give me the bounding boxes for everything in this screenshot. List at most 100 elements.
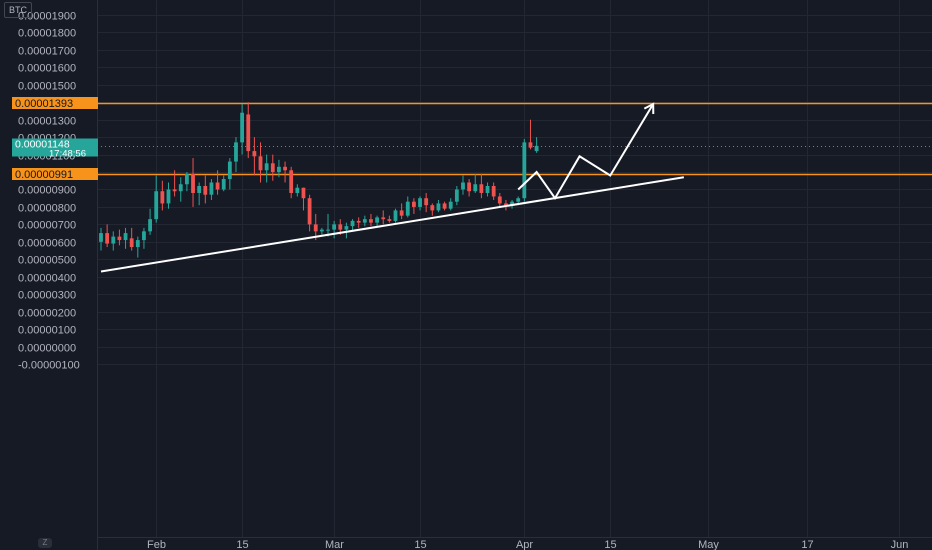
candle: [99, 227, 103, 251]
candle: [301, 187, 306, 211]
y-tick-label: 0.00001800: [18, 28, 76, 40]
y-tick-label: 0.00001900: [18, 11, 76, 23]
candle: [234, 137, 238, 173]
candle: [252, 137, 257, 176]
y-tick-label: 0.00000400: [18, 273, 76, 285]
candle-body: [209, 182, 214, 195]
x-tick-label: Jun: [891, 539, 909, 550]
candle: [221, 175, 226, 192]
candle-body: [313, 224, 318, 232]
time-axis[interactable]: Feb 15 Mar 15 Apr 15 May 17 Jun: [147, 539, 908, 550]
x-tick-label: 15: [236, 539, 248, 550]
candle: [399, 203, 404, 220]
candle: [362, 215, 367, 227]
candle-body: [301, 187, 306, 199]
x-tick-label: Mar: [325, 539, 344, 550]
projection-arrowhead: [643, 102, 655, 114]
x-tick-label: 15: [414, 539, 426, 550]
y-tick-label: 0.00001500: [18, 81, 76, 93]
candle: [381, 210, 386, 225]
candle-body: [270, 163, 275, 173]
candle-body: [221, 179, 226, 190]
candle-body: [479, 184, 484, 193]
corner-badge[interactable]: Z: [38, 538, 52, 548]
candle-body: [105, 233, 110, 244]
candle: [215, 170, 220, 195]
candle-body: [473, 184, 478, 192]
y-tick-label: 0.00000900: [18, 185, 76, 197]
y-tick-label: 0.00000800: [18, 203, 76, 215]
candle-body: [117, 236, 122, 241]
candle-body: [246, 114, 251, 152]
price-axis[interactable]: 0.00001900 0.00001800 0.00001700 0.00001600…: [18, 11, 80, 372]
candle-body: [454, 189, 459, 202]
candle: [160, 180, 165, 211]
candle-body: [387, 219, 392, 221]
currency-badge[interactable]: BTC: [4, 2, 32, 18]
candle-body: [227, 161, 232, 180]
candle-body: [289, 170, 294, 193]
candle-body: [160, 191, 165, 204]
candle-body: [344, 226, 349, 230]
y-tick-label: 0.00000200: [18, 308, 76, 320]
level-price-tag: [12, 97, 98, 109]
candle: [491, 182, 496, 200]
candle: [283, 161, 287, 183]
candle-body: [277, 166, 281, 173]
candle: [430, 203, 435, 216]
candle: [117, 229, 122, 246]
candle-body: [534, 145, 539, 152]
candle-body: [399, 210, 404, 216]
candle-body: [442, 203, 447, 209]
candle-body: [307, 198, 312, 225]
candle-body: [264, 163, 269, 171]
y-tick-label: 0.00001700: [18, 46, 76, 58]
x-tick-label: May: [698, 539, 719, 550]
candle-body: [234, 142, 238, 162]
candle: [319, 227, 324, 235]
grid: [97, 0, 932, 537]
candle-body: [148, 219, 152, 232]
candle: [148, 208, 152, 235]
candle-body: [510, 201, 514, 206]
candle: [534, 137, 539, 153]
candle: [436, 199, 441, 213]
candle-body: [516, 198, 521, 202]
candle: [393, 208, 398, 223]
candle: [375, 215, 379, 227]
candle-body: [405, 201, 410, 216]
candle: [270, 154, 275, 181]
y-tick-label: 0.00000500: [18, 255, 76, 267]
candle-body: [461, 182, 465, 190]
candle: [405, 196, 410, 218]
y-tick-label: 0.00001600: [18, 63, 76, 75]
candle: [264, 154, 269, 183]
candle: [387, 215, 392, 223]
candle: [184, 172, 189, 192]
last-price-text: 0.00001148: [15, 139, 70, 151]
candle-body: [191, 173, 195, 193]
candle-body: [362, 219, 367, 223]
y-tick-label: 0.00000700: [18, 220, 76, 232]
candle: [356, 217, 361, 228]
candle: [154, 175, 159, 223]
projection-path[interactable]: [517, 103, 655, 201]
candle: [209, 179, 214, 200]
candle-body: [424, 198, 429, 206]
candle: [105, 224, 110, 248]
candle-body: [295, 187, 300, 193]
candle: [129, 227, 134, 251]
candle-body: [491, 185, 496, 197]
y-tick-label: 0.00000100: [18, 325, 76, 337]
candle-body: [375, 217, 379, 223]
candle: [246, 102, 251, 159]
candle: [522, 138, 527, 202]
support-trendline[interactable]: [100, 176, 685, 273]
candle: [326, 213, 330, 237]
x-tick-label: Apr: [516, 539, 533, 550]
candle-body: [436, 203, 441, 211]
candle: [295, 184, 300, 197]
candle: [424, 192, 429, 213]
